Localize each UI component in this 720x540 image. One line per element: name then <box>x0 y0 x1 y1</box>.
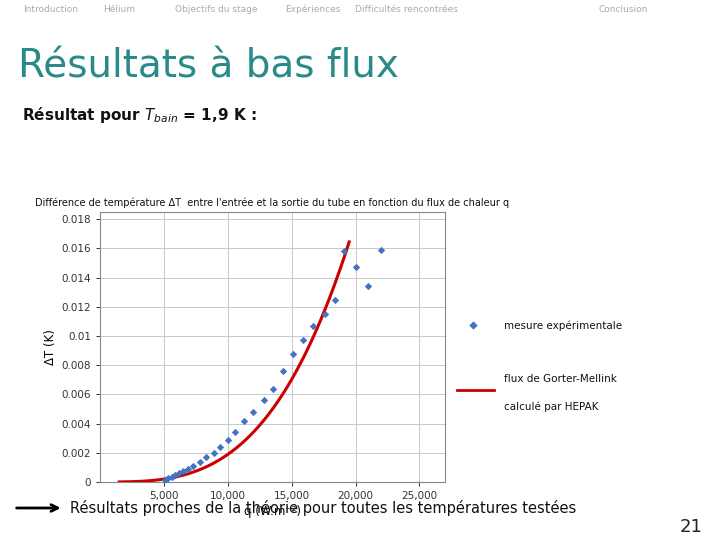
Text: Conclusion: Conclusion <box>598 4 647 14</box>
Point <box>350 263 361 272</box>
Point <box>230 428 241 437</box>
Point <box>375 246 387 254</box>
Point <box>297 336 309 345</box>
Y-axis label: ΔT (K): ΔT (K) <box>44 329 57 365</box>
Point <box>174 469 185 477</box>
Point <box>182 464 194 473</box>
Text: Résultats: Résultats <box>501 4 550 14</box>
Text: 21: 21 <box>680 518 703 536</box>
Point <box>266 384 278 393</box>
Text: Résultats à bas flux: Résultats à bas flux <box>18 48 399 86</box>
Point <box>248 408 259 416</box>
Point <box>319 310 330 319</box>
Point <box>277 367 289 375</box>
Text: mesure expérimentale: mesure expérimentale <box>504 320 623 330</box>
Text: Expériences: Expériences <box>286 4 341 14</box>
Point <box>215 443 226 451</box>
Title: Différence de température ΔT  entre l'entrée et la sortie du tube en fonction du: Différence de température ΔT entre l'ent… <box>35 198 510 208</box>
Point <box>338 247 350 256</box>
Point <box>187 462 199 470</box>
Point <box>159 476 171 484</box>
Point <box>177 467 189 475</box>
Point <box>200 453 212 462</box>
X-axis label: q (W.m⁻²): q (W.m⁻²) <box>244 505 301 518</box>
Point <box>222 435 233 444</box>
Text: Résultat pour $T_{bain}$ = 1,9 K :: Résultat pour $T_{bain}$ = 1,9 K : <box>22 105 256 125</box>
Point <box>162 474 174 483</box>
Text: flux de Gorter-Mellink: flux de Gorter-Mellink <box>504 374 617 384</box>
Point <box>208 449 220 457</box>
Point <box>329 295 341 304</box>
Point <box>287 349 299 358</box>
Point <box>166 472 177 481</box>
Text: Difficultés rencontrées: Difficultés rencontrées <box>356 4 458 14</box>
Point <box>307 321 319 330</box>
Point <box>194 457 205 466</box>
Text: Hélium: Hélium <box>103 4 135 14</box>
Point <box>363 282 374 291</box>
Text: Introduction: Introduction <box>23 4 78 14</box>
Text: calculé par HEPAK: calculé par HEPAK <box>504 401 599 411</box>
Text: Résultats proches de la théorie pour toutes les températures testées: Résultats proches de la théorie pour tou… <box>70 500 577 516</box>
Point <box>238 416 250 425</box>
Text: Objectifs du stage: Objectifs du stage <box>175 4 257 14</box>
Point <box>258 396 269 404</box>
Point <box>170 471 181 480</box>
